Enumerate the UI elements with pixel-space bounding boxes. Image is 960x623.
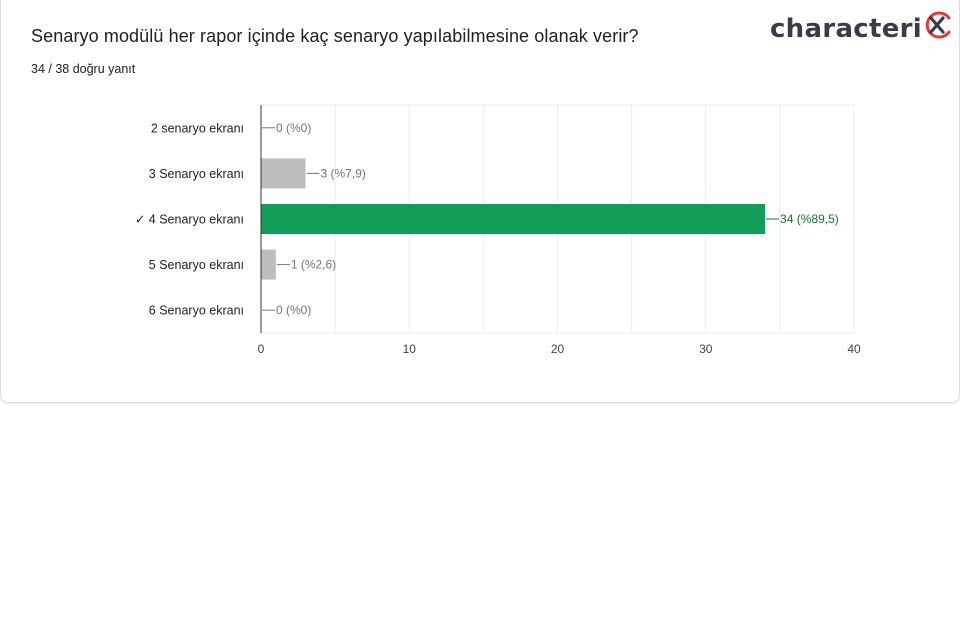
x-tick-label: 0 xyxy=(258,342,265,356)
data-label: 34 (%89,5) xyxy=(780,212,839,226)
x-tick-label: 20 xyxy=(551,342,565,356)
x-tick-label: 30 xyxy=(699,342,713,356)
bar xyxy=(261,249,276,280)
x-in-circle-icon xyxy=(923,10,953,47)
data-label: 0 (%0) xyxy=(276,121,311,135)
category-label: ✓ 4 Senaryo ekranı xyxy=(135,213,244,227)
category-label: 2 senaryo ekranı xyxy=(151,121,244,135)
x-tick-label: 10 xyxy=(403,342,417,356)
x-tick-label: 40 xyxy=(847,342,861,356)
data-label: 1 (%2,6) xyxy=(291,258,336,272)
results-bar-chart: 0 10 20 30 40 2 senaryo ekranı 0 (%0) 3 Senaryo… xyxy=(135,104,861,356)
bar-correct xyxy=(261,204,766,234)
category-label: 3 Senaryo ekranı xyxy=(149,167,244,181)
bar xyxy=(261,158,306,189)
question-title: Senaryo modülü her rapor içinde kaç sena… xyxy=(31,26,639,46)
category-label: 5 Senaryo ekranı xyxy=(149,258,244,272)
category-label: 6 Senaryo ekranı xyxy=(149,304,244,318)
brand-logo: characteri xyxy=(770,10,953,47)
data-label: 0 (%0) xyxy=(276,303,311,317)
question-card: Senaryo modülü her rapor içinde kaç sena… xyxy=(0,0,960,403)
logo-text: characteri xyxy=(769,13,922,44)
correct-answer-count: 34 / 38 doğru yanıt xyxy=(31,62,136,76)
data-label: 3 (%7,9) xyxy=(320,166,365,180)
